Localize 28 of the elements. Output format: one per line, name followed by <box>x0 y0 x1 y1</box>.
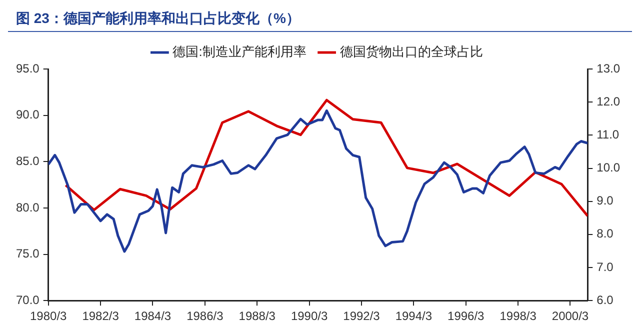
y2-tick-label: 12.0 <box>596 94 620 108</box>
x-tick-label: 1988/3 <box>238 309 276 324</box>
x-tick-label: 1996/3 <box>448 309 485 324</box>
y-tick-label: 95.0 <box>16 61 40 76</box>
legend-label: 德国货物出口的全球占比 <box>340 44 483 60</box>
y-tick-label: 80.0 <box>16 200 40 214</box>
y2-tick-label: 6.0 <box>596 292 614 307</box>
x-tick-label: 2000/3 <box>552 309 589 324</box>
x-tick-label: 1980/3 <box>30 309 68 324</box>
x-tick-label: 1986/3 <box>186 309 224 324</box>
y-tick-label: 85.0 <box>16 154 40 168</box>
x-tick-label: 1994/3 <box>395 309 432 324</box>
y2-tick-label: 8.0 <box>596 226 614 241</box>
y2-tick-label: 9.0 <box>596 194 614 208</box>
y2-tick-label: 11.0 <box>596 127 620 142</box>
x-tick-label: 1992/3 <box>343 309 380 324</box>
x-tick-label: 1982/3 <box>82 309 120 324</box>
x-tick-label: 1990/3 <box>290 309 328 324</box>
x-tick-label: 1998/3 <box>500 309 537 324</box>
y-tick-label: 70.0 <box>16 292 40 307</box>
y2-tick-label: 10.0 <box>596 160 620 175</box>
x-tick-label: 1984/3 <box>134 309 172 324</box>
y2-tick-label: 13.0 <box>596 61 620 76</box>
y2-tick-label: 7.0 <box>596 260 614 274</box>
y-tick-label: 90.0 <box>16 108 40 122</box>
y-tick-label: 75.0 <box>16 246 40 261</box>
legend-label: 德国:制造业产能利用率 <box>172 44 306 60</box>
chart-title: 图 23：德国产能利用率和出口占比变化（%） <box>8 8 632 32</box>
